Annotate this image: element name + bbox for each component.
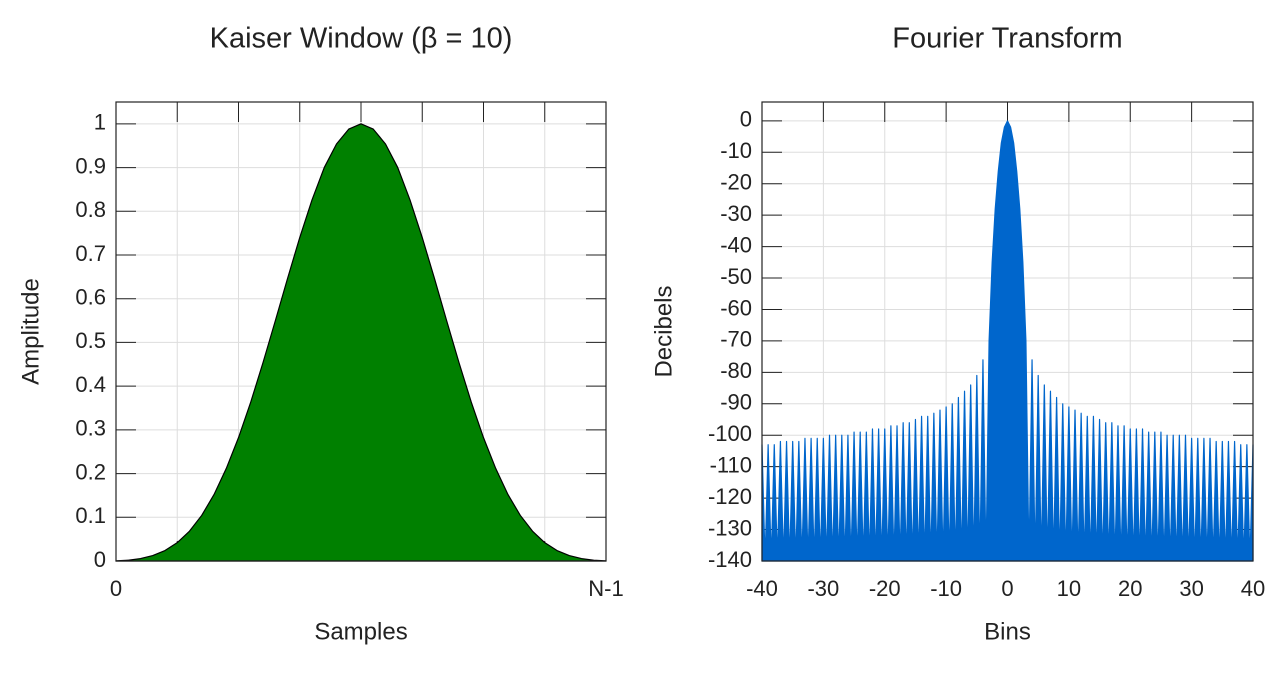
chart-title: Kaiser Window (β = 10) <box>210 23 513 55</box>
area <box>761 120 1254 562</box>
x-tick-label: -40 <box>746 576 778 601</box>
y-tick-label: -70 <box>720 327 752 352</box>
area <box>115 123 607 562</box>
y-tick-label: 0.3 <box>75 416 106 441</box>
x-axis-label: Samples <box>314 618 407 645</box>
x-tick-label: 30 <box>1179 576 1203 601</box>
y-tick-label: -20 <box>720 170 752 195</box>
chart: Fourier Transform Bins Decibels 0 -10 -20 -30 -… <box>650 23 1265 646</box>
y-tick-label: -50 <box>720 264 752 289</box>
y-tick-label: 0.7 <box>75 241 106 266</box>
y-tick-label: -40 <box>720 232 752 257</box>
y-tick-label: -100 <box>708 421 752 446</box>
x-tick-label: 20 <box>1118 576 1142 601</box>
x-tick-label: 0 <box>110 576 122 601</box>
plot-frame <box>761 101 1254 562</box>
y-tick-label: 0.5 <box>75 328 106 353</box>
y-tick-label: -90 <box>720 390 752 415</box>
x-tick-label: -30 <box>807 576 839 601</box>
y-tick-label: 0 <box>94 547 106 572</box>
y-tick-label: -30 <box>720 201 752 226</box>
y-tick-label: 0.8 <box>75 197 106 222</box>
plot-frame <box>115 101 607 562</box>
y-tick-label: -120 <box>708 484 752 509</box>
chart: Kaiser Window (β = 10)SamplesAmplitude00… <box>17 23 623 646</box>
y-tick-label: 0.1 <box>75 503 106 528</box>
x-tick-label: 40 <box>1241 576 1265 601</box>
y-axis-label: Amplitude <box>17 278 44 385</box>
x-tick-label: 10 <box>1057 576 1081 601</box>
y-tick-label: -80 <box>720 358 752 383</box>
y-tick-label: 0.4 <box>75 372 106 397</box>
x-axis-label: Bins <box>984 618 1031 645</box>
y-tick-label: -10 <box>720 138 752 163</box>
x-tick-label: 0 <box>1001 576 1013 601</box>
x-tick-label: -10 <box>930 576 962 601</box>
y-tick-label: 0.2 <box>75 459 106 484</box>
y-tick-label: -110 <box>710 452 752 477</box>
x-tick-label: -20 <box>869 576 901 601</box>
y-axis-label: Decibels <box>650 285 677 377</box>
y-tick-label: 0 <box>740 107 752 132</box>
y-tick-label: 1 <box>94 110 106 135</box>
y-tick-label: -140 <box>708 547 752 572</box>
y-tick-label: -130 <box>708 515 752 540</box>
x-tick-label: N-1 <box>588 576 623 601</box>
y-tick-label: 0.9 <box>75 153 106 178</box>
y-tick-label: -60 <box>720 295 752 320</box>
y-tick-label: 0.6 <box>75 285 106 310</box>
chart-title: Fourier Transform <box>892 23 1122 55</box>
